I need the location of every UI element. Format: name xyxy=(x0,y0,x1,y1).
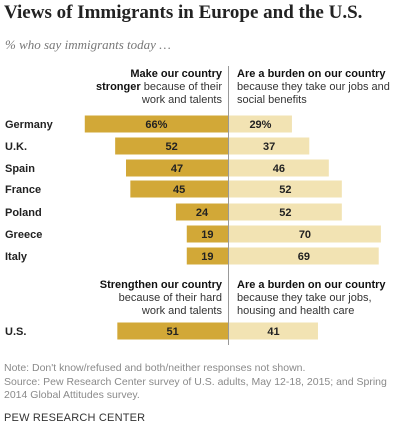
value-label-burden-poland: 52 xyxy=(279,207,291,219)
source-text-line-1: Source: Pew Research Center survey of U.… xyxy=(4,375,387,388)
bar-burden-greece xyxy=(229,225,381,243)
category-label-germany: Germany xyxy=(5,119,54,131)
note-text: Note: Don't know/refused and both/neithe… xyxy=(4,362,306,374)
category-label-uk: U.K. xyxy=(5,141,27,153)
value-label-burden-us: 41 xyxy=(267,326,279,338)
category-label-greece: Greece xyxy=(5,229,42,241)
bar-burden-spain xyxy=(229,159,329,177)
bar-burden-uk xyxy=(229,137,310,155)
bar-stronger-us xyxy=(117,322,228,340)
us-right-header-bold: Are a burden on our country xyxy=(237,279,386,291)
value-label-burden-italy: 69 xyxy=(298,251,310,263)
bar-burden-germany xyxy=(229,115,292,133)
chart-subtitle: % who say immigrants today … xyxy=(5,37,171,52)
europe-right-header-rest: because they take our jobs and social be… xyxy=(237,81,390,106)
europe-left-header: Make our country stronger because of the… xyxy=(95,68,222,107)
europe-right-header: Are a burden on our country because they… xyxy=(237,68,397,107)
bar-burden-france xyxy=(229,180,342,198)
bar-stronger-germany xyxy=(84,115,228,133)
us-left-header-bold: Strengthen our country xyxy=(99,279,222,291)
value-label-stronger-us: 51 xyxy=(167,326,179,338)
chart-notes: Note: Don't know/refused and both/neithe… xyxy=(4,362,387,403)
bar-stronger-poland xyxy=(175,203,228,221)
value-label-stronger-italy: 19 xyxy=(201,251,213,263)
value-label-burden-germany: 29% xyxy=(249,119,271,131)
bar-stronger-france xyxy=(130,180,228,198)
us-right-header-rest: because they take our jobs, housing and … xyxy=(237,292,372,317)
us-left-header: Strengthen our country because of their … xyxy=(95,279,222,318)
europe-left-header-rest: because of their work and talents xyxy=(141,81,222,106)
us-right-header: Are a burden on our country because they… xyxy=(237,279,397,318)
bar-burden-us xyxy=(229,322,318,340)
bar-stronger-uk xyxy=(115,137,228,155)
bar-burden-poland xyxy=(229,203,342,221)
value-label-stronger-france: 45 xyxy=(173,184,185,196)
value-label-stronger-spain: 47 xyxy=(171,163,183,175)
value-label-burden-france: 52 xyxy=(279,184,291,196)
europe-left-header-bold: Make our country stronger xyxy=(96,68,222,93)
brand-label: PEW RESEARCH CENTER xyxy=(4,412,146,424)
value-label-burden-spain: 46 xyxy=(273,163,285,175)
bar-stronger-greece xyxy=(186,225,228,243)
value-label-stronger-greece: 19 xyxy=(201,229,213,241)
value-label-burden-greece: 70 xyxy=(299,229,311,241)
category-label-us: U.S. xyxy=(5,326,26,338)
chart-title: Views of Immigrants in Europe and the U.… xyxy=(4,2,363,23)
europe-right-header-bold: Are a burden on our country xyxy=(237,68,386,80)
bar-stronger-spain xyxy=(126,159,228,177)
category-label-spain: Spain xyxy=(5,163,35,175)
value-label-stronger-germany: 66% xyxy=(145,119,167,131)
source-text-line-2: 2014 Global Attitudes survey. xyxy=(4,389,140,401)
category-label-france: France xyxy=(5,184,41,196)
us-left-header-rest: because of their hard work and talents xyxy=(118,292,222,317)
value-label-stronger-poland: 24 xyxy=(196,207,209,219)
category-label-poland: Poland xyxy=(5,207,42,219)
bar-stronger-italy xyxy=(186,247,228,265)
bar-burden-italy xyxy=(229,247,379,265)
category-label-italy: Italy xyxy=(5,251,28,263)
value-label-burden-uk: 37 xyxy=(263,141,275,153)
value-label-stronger-uk: 52 xyxy=(165,141,177,153)
